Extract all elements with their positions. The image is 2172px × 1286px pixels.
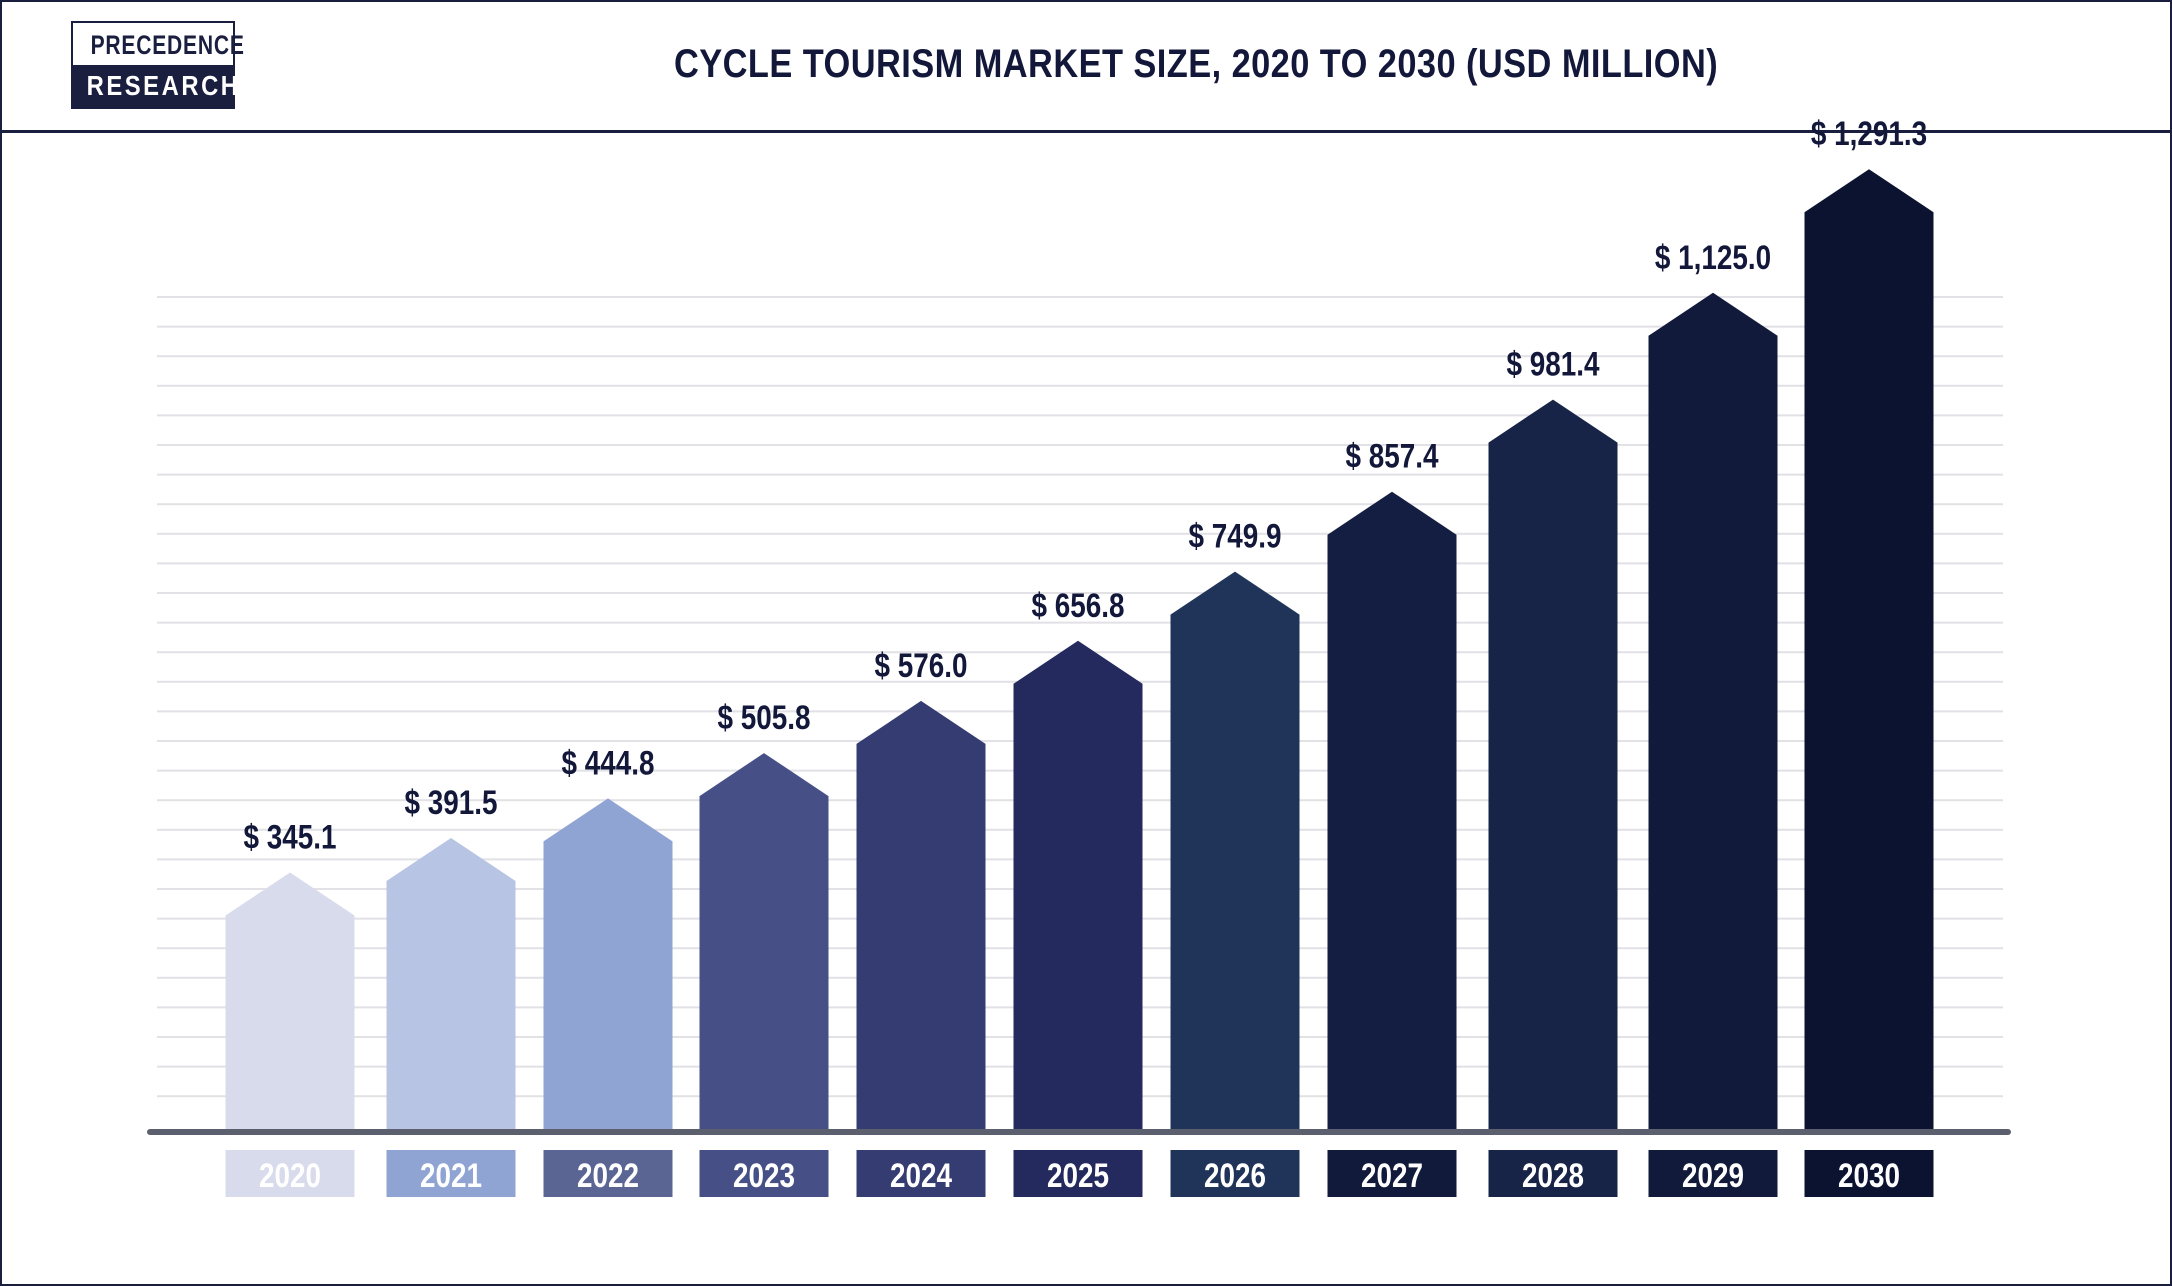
category-label-2022: 2022 xyxy=(577,1156,639,1194)
category-label-2020: 2020 xyxy=(259,1156,321,1194)
category-box-2022 xyxy=(543,1150,673,1197)
bar-2027 xyxy=(1327,491,1457,1129)
category-label-2028: 2028 xyxy=(1522,1156,1584,1194)
bar-2028 xyxy=(1488,399,1618,1130)
bar-2025 xyxy=(1013,640,1143,1129)
value-label-2023: $ 505.8 xyxy=(718,698,811,736)
chart-title-text: CYCLE TOURISM MARKET SIZE, 2020 TO 2030 … xyxy=(673,42,1719,86)
bar-2022 xyxy=(543,798,673,1129)
bar-2029 xyxy=(1648,292,1778,1129)
chart-title: CYCLE TOURISM MARKET SIZE, 2020 TO 2030 … xyxy=(242,42,2150,87)
bar-2024 xyxy=(856,700,986,1129)
category-box-2021 xyxy=(386,1150,516,1197)
category-label-2024: 2024 xyxy=(890,1156,953,1194)
value-label-2025: $ 656.8 xyxy=(1032,586,1125,624)
category-box-2030 xyxy=(1804,1150,1934,1197)
header: PRECEDENCE RESEARCH CYCLE TOURISM MARKET… xyxy=(2,2,2170,133)
logo: PRECEDENCE RESEARCH xyxy=(71,21,244,109)
category-box-2027 xyxy=(1327,1150,1457,1197)
value-label-2024: $ 576.0 xyxy=(875,646,968,684)
category-label-2027: 2027 xyxy=(1361,1156,1423,1194)
bar-2020 xyxy=(225,872,355,1129)
category-label-2030: 2030 xyxy=(1838,1156,1900,1194)
value-label-2027: $ 857.4 xyxy=(1346,437,1440,475)
value-label-2022: $ 444.8 xyxy=(562,744,655,782)
category-label-2025: 2025 xyxy=(1047,1156,1109,1194)
value-label-2030: $ 1,291.3 xyxy=(1811,115,1927,153)
bar-2030 xyxy=(1804,169,1934,1129)
category-label-2026: 2026 xyxy=(1204,1156,1266,1194)
category-box-2026 xyxy=(1170,1150,1300,1197)
bar-2026 xyxy=(1170,571,1300,1129)
value-label-2020: $ 345.1 xyxy=(244,818,337,856)
bar-2023 xyxy=(699,753,829,1129)
category-label-2023: 2023 xyxy=(733,1156,795,1194)
logo-bottom-band: RESEARCH xyxy=(73,65,238,107)
category-box-2020 xyxy=(225,1150,355,1197)
category-box-2025 xyxy=(1013,1150,1143,1197)
category-label-2029: 2029 xyxy=(1682,1156,1744,1194)
category-box-2029 xyxy=(1648,1150,1778,1197)
category-label-2021: 2021 xyxy=(420,1156,482,1194)
value-label-2026: $ 749.9 xyxy=(1189,517,1282,555)
value-label-2021: $ 391.5 xyxy=(405,783,498,821)
category-box-2024 xyxy=(856,1150,986,1197)
value-label-2028: $ 981.4 xyxy=(1507,345,1601,383)
category-box-2023 xyxy=(699,1150,829,1197)
bar-2021 xyxy=(386,838,516,1129)
logo-bottom-text: RESEARCH xyxy=(86,70,241,101)
category-box-2028 xyxy=(1488,1150,1618,1197)
value-label-2029: $ 1,125.0 xyxy=(1655,238,1771,276)
